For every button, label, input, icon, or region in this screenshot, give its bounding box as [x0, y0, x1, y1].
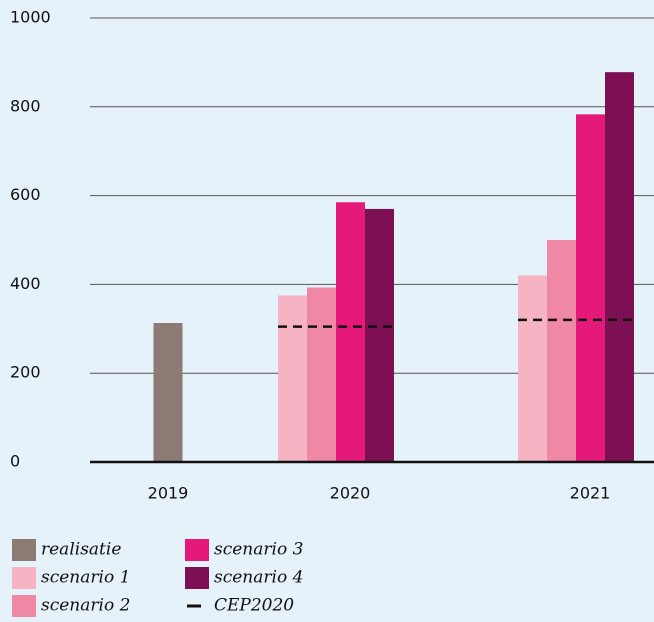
bar — [518, 275, 547, 462]
legend-swatch — [185, 539, 209, 561]
y-tick-label: 600 — [10, 185, 41, 204]
y-tick-label: 800 — [10, 96, 41, 115]
bar — [278, 295, 307, 462]
bar — [365, 208, 394, 462]
x-tick-label: 2020 — [330, 484, 371, 503]
bar — [576, 114, 605, 463]
bar — [307, 287, 336, 462]
y-tick-label: 200 — [10, 363, 41, 382]
bar — [605, 72, 634, 462]
legend-label: realisatie — [41, 540, 121, 560]
legend-label: scenario 4 — [214, 568, 303, 588]
legend-label: CEP2020 — [214, 596, 294, 616]
legend-swatch — [12, 595, 36, 617]
bar — [547, 240, 576, 462]
x-tick-label: 2021 — [570, 484, 611, 503]
y-tick-label: 400 — [10, 274, 41, 293]
legend-label: scenario 3 — [214, 540, 303, 560]
legend-label: scenario 2 — [41, 596, 130, 616]
legend-label: scenario 1 — [41, 568, 130, 588]
x-tick-label: 2019 — [148, 484, 189, 503]
legend-swatch — [185, 567, 209, 589]
y-tick-label: 0 — [10, 452, 20, 471]
legend-swatch — [12, 539, 36, 561]
bar — [153, 323, 183, 462]
legend-swatch — [12, 567, 36, 589]
y-tick-label: 1000 — [10, 8, 51, 27]
bar — [336, 202, 365, 462]
